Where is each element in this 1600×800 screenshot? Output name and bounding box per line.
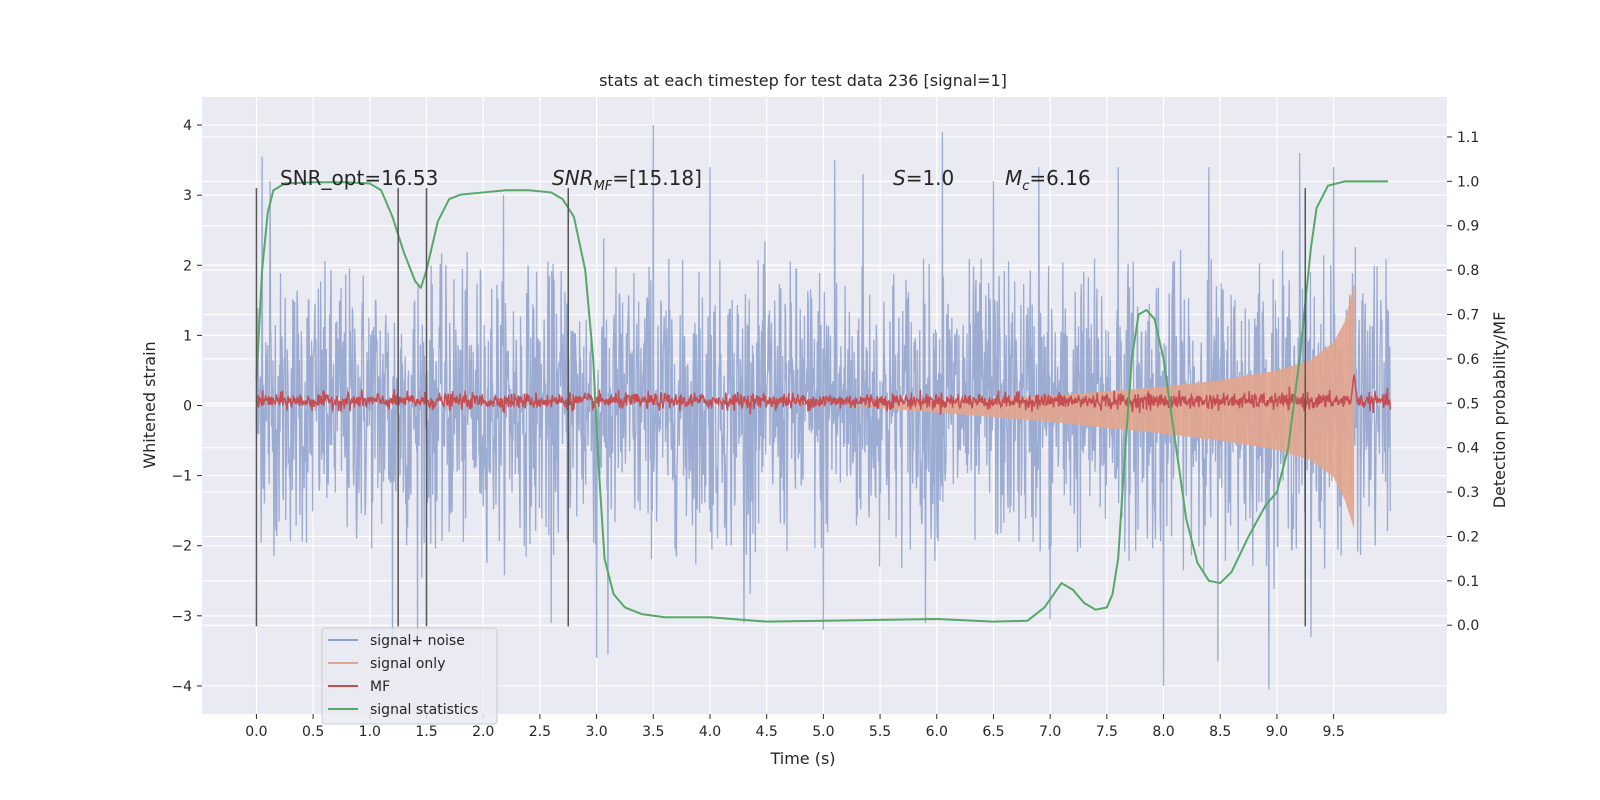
x-tick-label: 1.5 [415,724,437,740]
y2-tick-label: 1.1 [1457,130,1479,146]
x-tick-label: 5.0 [812,724,834,740]
y2-tick-label: 0.3 [1457,485,1479,501]
y-tick-label: −4 [171,679,192,695]
x-axis-label: Time (s) [769,749,835,768]
legend-box [321,627,498,725]
x-tick-label: 5.5 [869,724,891,740]
annotation-mc-rest: =6.16 [1029,166,1090,190]
x-tick-label: 6.0 [926,724,948,740]
y-tick-label: 4 [183,118,192,134]
x-tick-label: 2.5 [529,724,551,740]
series-signal-statistics [255,180,1389,623]
x-tick-label: 0.5 [302,724,324,740]
y-tick-label: 0 [183,399,192,415]
series-layer [255,125,1392,690]
annotation-snr-mf-base: SNR [552,166,594,190]
y2-tick-label: 0.1 [1457,574,1479,590]
chart-title: stats at each timestep for test data 236… [599,71,1007,90]
vertical-markers [255,188,1307,627]
legend-label-signal-noise: signal+ noise [370,633,465,649]
x-tick-label: 7.0 [1039,724,1061,740]
x-tick-label: 2.0 [472,724,494,740]
annotation-snr-mf-sub: MF [594,179,613,194]
x-tick-label: 9.5 [1322,724,1344,740]
annotation-s: S=1.0 [893,166,954,190]
y2-tick-label: 0.9 [1457,219,1479,235]
y2-tick-label: 0.2 [1457,529,1479,545]
x-tick-label: 3.0 [585,724,607,740]
y2-axis-label: Detection probability/MF [1490,312,1509,509]
series-signal-noise [255,125,1391,690]
legend-label-mf: MF [370,679,390,695]
axes: 0.0 0.5 1.0 1.5 2.0 2.5 3.0 3.5 4.0 4.5 5.0 5.5 6.0 6… [171,118,1479,740]
annotation-snr-opt: SNR_opt=16.53 [280,166,438,190]
y-axis-label: Whitened strain [140,341,159,468]
legend-label-signal-statistics: signal statistics [370,702,478,718]
y2-tick-label: 0.0 [1457,618,1479,634]
annotation-s-value: =1.0 [906,166,955,190]
annotation-mc-sub: c [1022,179,1029,194]
annotation-mc: Mc=6.16 [1005,166,1091,194]
x-tick-label: 9.0 [1266,724,1288,740]
x-tick-label: 6.5 [982,724,1004,740]
y2-tick-label: 0.8 [1457,263,1479,279]
legend-label-signal-only: signal only [370,656,445,672]
x-tick-label: 1.0 [359,724,381,740]
annotation-snr-mf: SNRMF=[15.18] [552,166,702,194]
series-signal-only [846,284,1355,528]
x-tick-label: 8.0 [1152,724,1174,740]
y-tick-label: −1 [171,469,192,485]
y2-tick-label: 0.6 [1457,352,1479,368]
x-tick-label: 8.5 [1209,724,1231,740]
legend: signal+ noise signal only MF signal stat… [321,627,498,725]
x-tick-label: 3.5 [642,724,664,740]
y2-tick-label: 0.7 [1457,308,1479,324]
series-mf [255,374,1392,415]
y-tick-label: 3 [183,188,192,204]
annotation-snr-mf-rest: =[15.18] [612,166,702,190]
y-tick-label: 2 [183,258,192,274]
y2-tick-label: 1.0 [1457,174,1479,190]
annotation-mc-base: M [1005,166,1022,190]
y-tick-label: −3 [171,609,192,625]
y-tick-label: 1 [183,328,192,344]
x-tick-label: 0.0 [245,724,267,740]
x-tick-label: 4.0 [699,724,721,740]
annotation-s-symbol: S [893,166,906,190]
x-tick-label: 7.5 [1096,724,1118,740]
y2-tick-label: 0.5 [1457,396,1479,412]
y-tick-label: −2 [171,539,192,555]
x-tick-label: 4.5 [756,724,778,740]
y2-tick-label: 0.4 [1457,441,1479,457]
